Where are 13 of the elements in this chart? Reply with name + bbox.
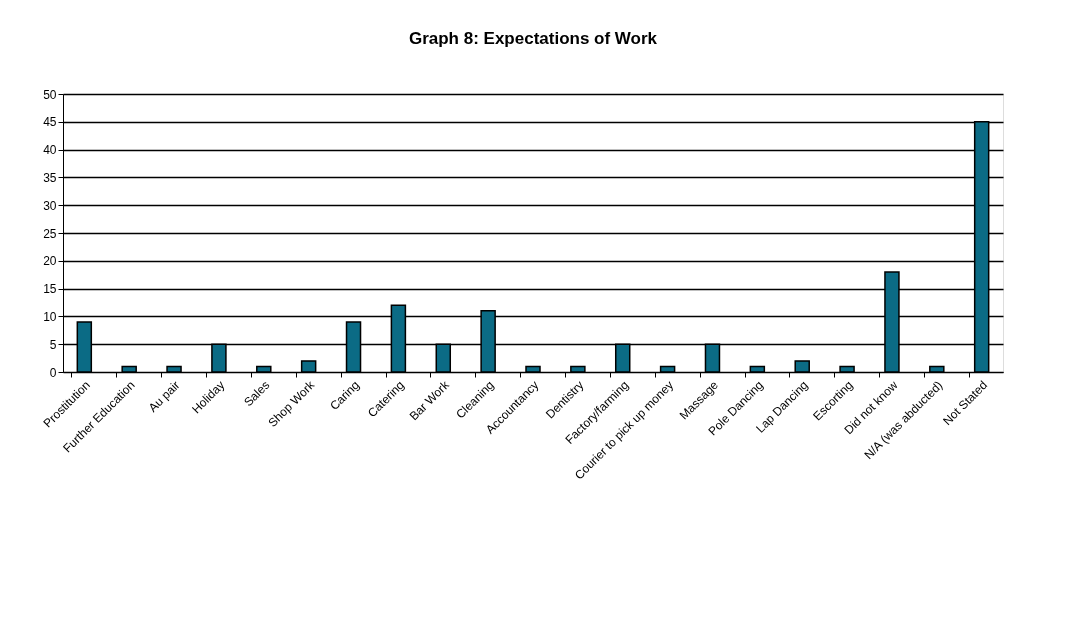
y-tick-label: 10 — [43, 309, 57, 324]
chart-title: Graph 8: Expectations of Work — [408, 29, 658, 48]
y-tick-label: 30 — [43, 198, 57, 213]
y-tick-label: 0 — [49, 365, 57, 380]
y-tick-label: 40 — [43, 143, 57, 158]
y-tick-label: 15 — [43, 282, 57, 297]
y-tick-label: 20 — [43, 254, 57, 269]
y-tick-label: 50 — [43, 87, 57, 102]
y-tick-label: 25 — [43, 226, 57, 241]
y-tick-label: 35 — [43, 170, 57, 185]
y-tick-label: 45 — [43, 115, 57, 130]
y-tick-label: 5 — [49, 337, 57, 352]
x-tick-label: Au pair — [145, 378, 183, 415]
